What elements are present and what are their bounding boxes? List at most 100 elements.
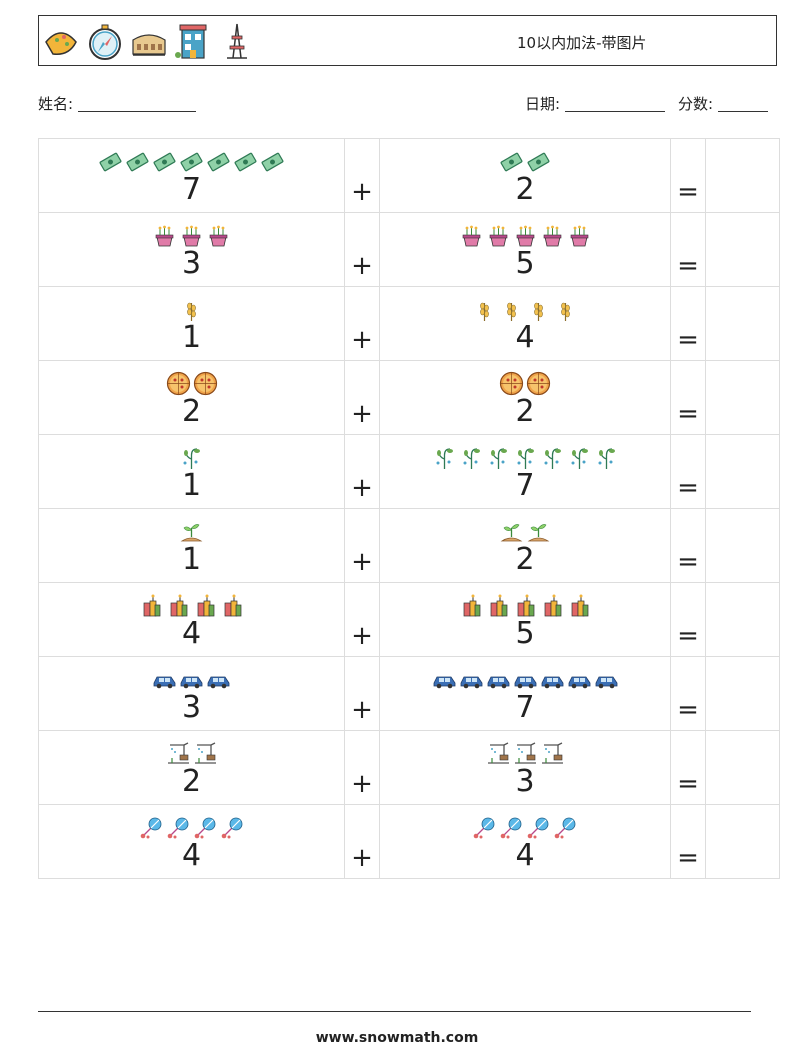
wheat-icon [561,302,570,321]
second-addend: 5 [515,616,535,651]
sprout-plant-icon [517,448,534,469]
second-addend-cell: 4 [379,804,671,879]
plus-sign: + [351,695,373,725]
second-addend-cell: 2 [379,508,671,583]
worksheet-title: 10以内加法-带图片 [517,34,647,52]
answer-box[interactable] [705,286,780,361]
first-addend: 1 [181,542,202,577]
plus-sign: + [351,251,373,281]
firecracker-icon [463,594,480,617]
second-addend: 2 [515,172,535,207]
problem-row: 7 +2 = [38,138,780,213]
answer-box[interactable] [705,582,780,657]
plus-sign-cell: + [344,656,380,731]
equals-sign-cell: = [670,212,706,287]
irrigation-icon [487,742,509,764]
pizza-icon [526,371,551,396]
answer-box[interactable] [705,804,780,879]
colosseum-icon [132,34,166,56]
second-addend-cell: 3 [379,730,671,805]
wheat-icon [187,302,196,321]
answer-box[interactable] [705,360,780,435]
counting-icons [380,371,670,396]
answer-box[interactable] [705,656,780,731]
second-addend-cell: 5 [379,212,671,287]
plus-sign: + [351,769,373,799]
first-addend: 2 [181,764,202,799]
equals-sign: = [677,325,699,355]
answer-box[interactable] [705,138,780,213]
car-icon [180,676,203,689]
first-addend: 2 [181,394,202,429]
equals-sign: = [677,473,699,503]
date-line[interactable] [564,111,665,112]
counting-icons [39,445,344,470]
score-field: 分数: [678,93,768,114]
second-addend-cell: 2 [379,360,671,435]
counting-icons [380,593,670,618]
answer-box[interactable] [705,212,780,287]
equals-sign-cell: = [670,730,706,805]
equals-sign: = [677,399,699,429]
flower-pot-icon [570,225,588,247]
second-addend: 2 [515,542,535,577]
sprout-plant-icon [436,448,453,469]
equals-sign: = [677,251,699,281]
molecule-icon [473,817,495,839]
plus-sign: + [351,325,373,355]
equals-sign-cell: = [670,804,706,879]
pizza-icon [193,371,217,396]
first-addend-cell: 2 [38,360,345,435]
first-addend-cell: 1 [38,286,345,361]
equals-sign: = [677,769,699,799]
first-addend: 4 [181,838,202,873]
second-addend-cell: 4 [379,286,671,361]
problem-table: 7 +2 = 3 +5 = 1 +4 = 2 +2 = 1 +7 = 1 +2 = 4 +5 = 3 +7 = 2 +3 = 4 +4 = [38,138,780,879]
name-line[interactable] [77,111,196,112]
flower-pot-icon [209,225,228,247]
sprout-plant-icon [544,448,561,469]
second-addend: 4 [515,838,535,873]
second-addend-cell: 7 [379,434,671,509]
firecracker-icon [197,594,214,617]
plus-sign-cell: + [344,434,380,509]
sprout-plant-icon [463,448,480,469]
car-icon [153,676,176,689]
score-line[interactable] [717,111,768,112]
plus-sign: + [351,843,373,873]
equals-sign: = [677,547,699,577]
plus-sign-cell: + [344,360,380,435]
second-addend: 2 [515,394,535,429]
footer-divider [38,1011,751,1012]
molecule-icon [167,817,188,839]
plus-sign-cell: + [344,138,380,213]
problem-row: 3 +7 = [38,656,780,731]
car-icon [460,676,482,689]
banknote-icon [500,152,523,172]
first-addend: 3 [181,690,202,725]
counting-icons [380,667,670,692]
second-addend-cell: 7 [379,656,671,731]
counting-icons [39,371,344,396]
second-addend: 5 [515,246,535,281]
irrigation-icon [514,742,536,764]
molecule-icon [500,817,522,839]
answer-box[interactable] [705,434,780,509]
counting-icons [39,297,344,322]
molecule-icon [221,817,242,839]
pizza-icon [499,371,524,396]
equals-sign-cell: = [670,286,706,361]
building-icon [175,24,207,59]
first-addend-cell: 1 [38,434,345,509]
car-icon [541,676,563,689]
answer-box[interactable] [705,508,780,583]
flower-pot-icon [543,225,561,247]
car-icon [595,676,617,689]
flower-pot-icon [182,225,201,247]
plus-sign-cell: + [344,730,380,805]
counting-icons [39,667,344,692]
name-field: 姓名: [38,93,196,114]
answer-box[interactable] [705,730,780,805]
date-field: 日期: [525,93,665,114]
plus-sign-cell: + [344,286,380,361]
